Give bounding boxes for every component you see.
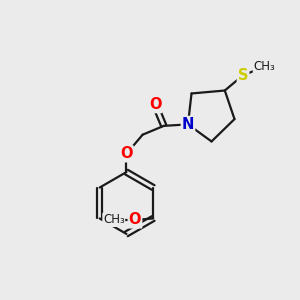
- Text: O: O: [149, 97, 161, 112]
- Text: CH₃: CH₃: [103, 213, 124, 226]
- Text: O: O: [120, 146, 133, 161]
- Text: S: S: [238, 68, 248, 83]
- Text: O: O: [129, 212, 141, 227]
- Text: CH₃: CH₃: [254, 61, 275, 74]
- Text: N: N: [182, 117, 194, 132]
